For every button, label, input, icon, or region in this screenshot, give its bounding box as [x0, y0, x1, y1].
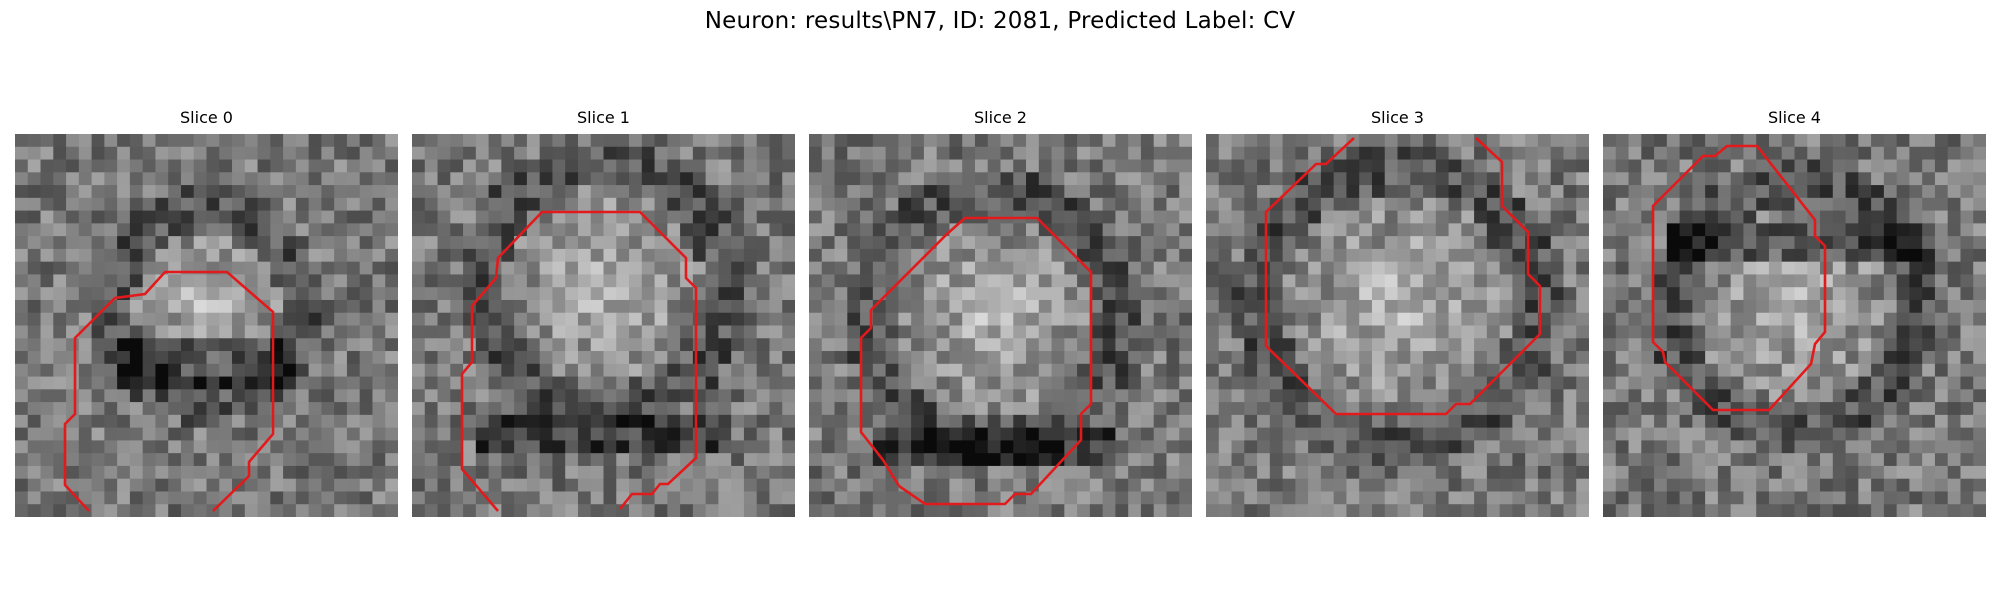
figure-title: Neuron: results\PN7, ID: 2081, Predicted…	[704, 8, 1296, 34]
micrograph-pixels	[809, 134, 1192, 517]
slice-panel-0: Slice 0	[15, 107, 398, 517]
slice-title: Slice 4	[1768, 108, 1821, 127]
segmentation-contour	[63, 270, 275, 512]
micrograph-pixels	[412, 134, 795, 517]
slice-title: Slice 3	[1371, 108, 1424, 127]
slice-title: Slice 2	[974, 108, 1027, 127]
slice-image	[412, 134, 795, 517]
segmentation-contour	[859, 216, 1093, 506]
slice-image	[1206, 134, 1589, 517]
micrograph-pixels	[1603, 134, 1986, 517]
segmentation-contour	[1264, 137, 1542, 416]
slice-title: Slice 0	[180, 108, 233, 127]
segmentation-contour	[460, 210, 698, 512]
slice-title: Slice 1	[577, 108, 630, 127]
slice-panel-2: Slice 2	[809, 107, 1192, 517]
segmentation-contour	[1651, 144, 1827, 412]
slice-image	[15, 134, 398, 517]
slice-panel-4: Slice 4	[1603, 107, 1986, 517]
micrograph-pixels	[1206, 134, 1589, 517]
slice-image	[809, 134, 1192, 517]
slice-panel-3: Slice 3	[1206, 107, 1589, 517]
micrograph-pixels	[15, 134, 398, 517]
slice-panel-1: Slice 1	[412, 107, 795, 517]
slice-image	[1603, 134, 1986, 517]
